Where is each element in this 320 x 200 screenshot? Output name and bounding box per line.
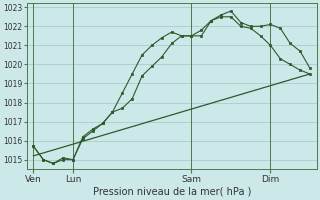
X-axis label: Pression niveau de la mer( hPa ): Pression niveau de la mer( hPa ) <box>92 187 251 197</box>
